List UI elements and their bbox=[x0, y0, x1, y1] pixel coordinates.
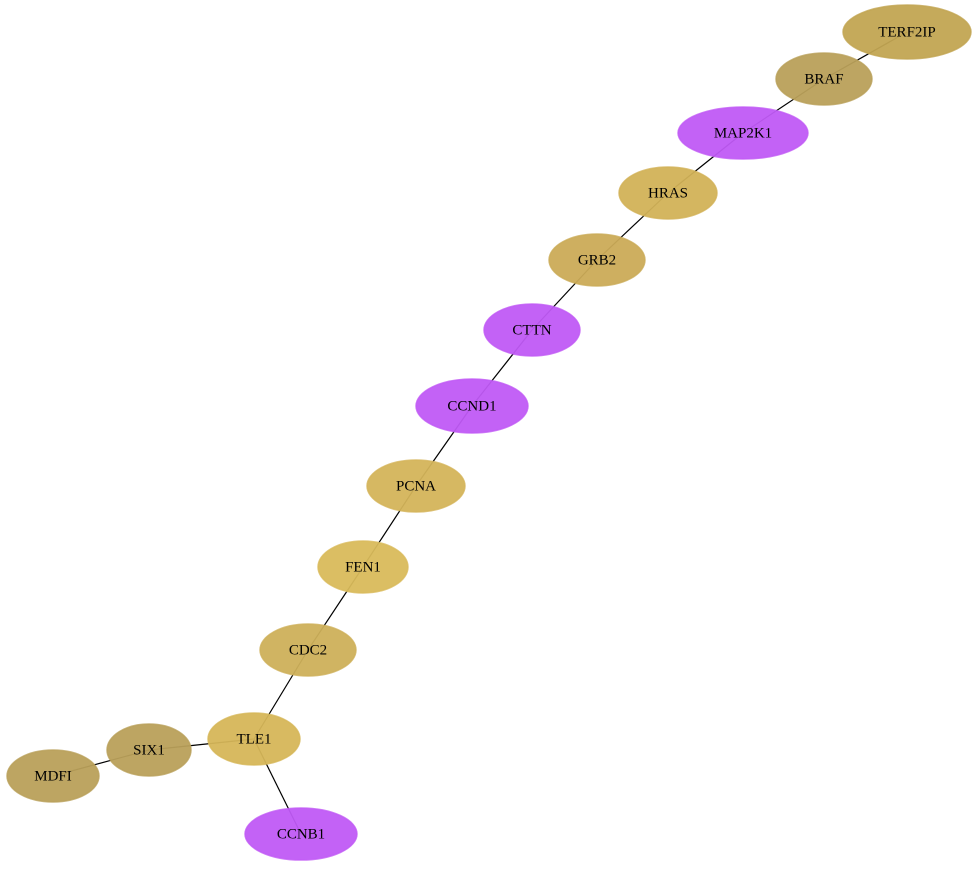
node: TLE1 bbox=[207, 712, 301, 766]
node-shape bbox=[366, 459, 466, 513]
node: BRAF bbox=[775, 52, 873, 106]
node-shape bbox=[259, 623, 357, 677]
node: HRAS bbox=[618, 166, 718, 220]
node-label: TLE1 bbox=[237, 731, 272, 747]
node-label: CCNB1 bbox=[277, 826, 325, 842]
node-shape bbox=[483, 303, 581, 357]
node-shape bbox=[6, 749, 100, 803]
node: MAP2K1 bbox=[677, 106, 809, 160]
node-shape bbox=[842, 4, 972, 60]
node: SIX1 bbox=[106, 723, 192, 777]
node-label: HRAS bbox=[648, 185, 688, 201]
node: PCNA bbox=[366, 459, 466, 513]
node-shape bbox=[775, 52, 873, 106]
node-label: PCNA bbox=[396, 478, 436, 494]
node-label: CDC2 bbox=[289, 642, 327, 658]
node-label: CTTN bbox=[512, 322, 551, 338]
node-shape bbox=[244, 807, 358, 861]
node-shape bbox=[207, 712, 301, 766]
node: CDC2 bbox=[259, 623, 357, 677]
node-label: TERF2IP bbox=[878, 24, 936, 40]
node: CTTN bbox=[483, 303, 581, 357]
node-label: SIX1 bbox=[133, 742, 165, 758]
node-label: GRB2 bbox=[578, 252, 616, 268]
node-label: BRAF bbox=[804, 71, 843, 87]
node-shape bbox=[317, 540, 409, 594]
nodes: TERF2IP BRAF MAP2K1 HRAS GRB2 CTTN CCND1 PCNA FE… bbox=[6, 4, 972, 861]
node-label: MDFI bbox=[34, 768, 72, 784]
node: TERF2IP bbox=[842, 4, 972, 60]
node-label: FEN1 bbox=[345, 559, 381, 575]
node-shape bbox=[548, 233, 646, 287]
node-label: CCND1 bbox=[447, 398, 496, 414]
node: CCNB1 bbox=[244, 807, 358, 861]
node: FEN1 bbox=[317, 540, 409, 594]
node-shape bbox=[618, 166, 718, 220]
node-shape bbox=[106, 723, 192, 777]
node-shape bbox=[415, 378, 529, 434]
node-label: MAP2K1 bbox=[714, 125, 772, 141]
node: GRB2 bbox=[548, 233, 646, 287]
node: CCND1 bbox=[415, 378, 529, 434]
node-shape bbox=[677, 106, 809, 160]
node: MDFI bbox=[6, 749, 100, 803]
